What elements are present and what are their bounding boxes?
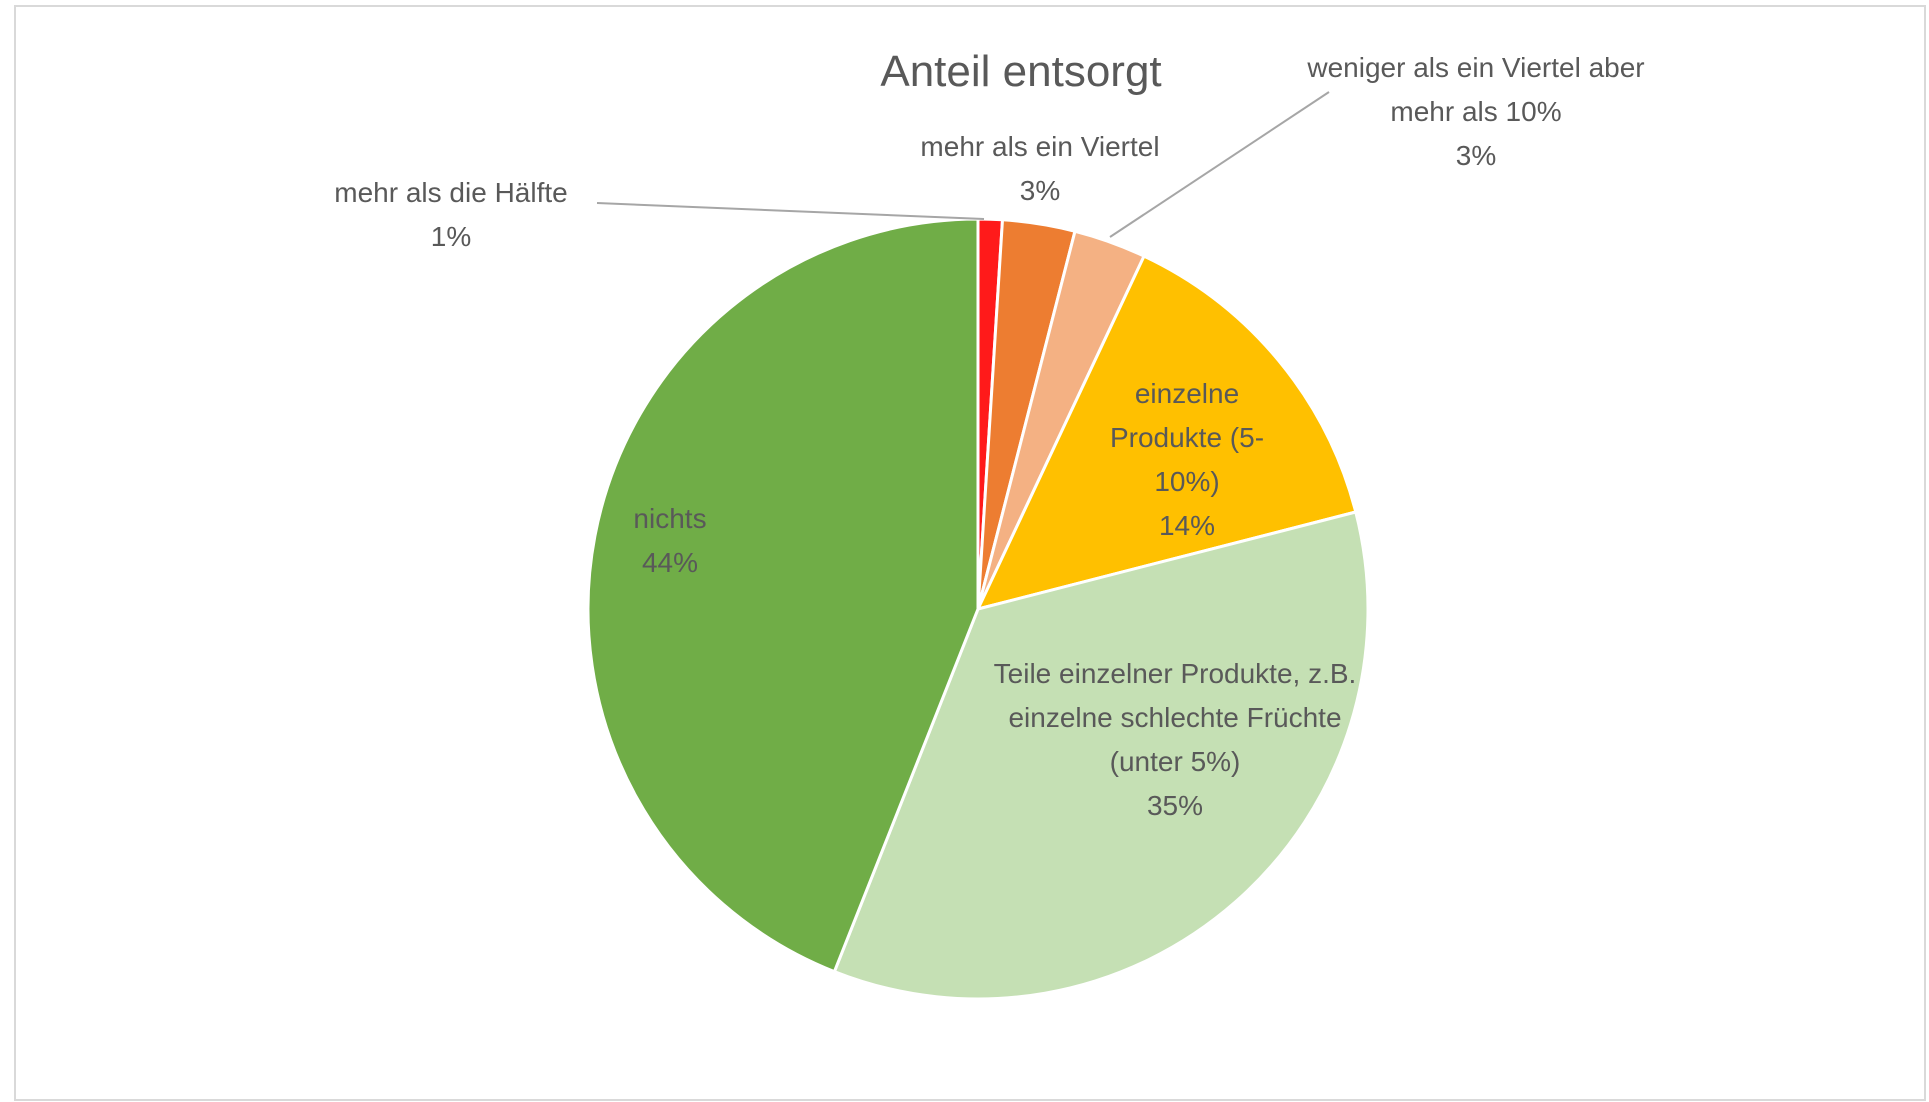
pie-slice [586, 217, 980, 974]
category-label: mehr als ein Viertel [920, 131, 1160, 162]
value-label: 14% [1158, 510, 1216, 541]
leader-line [596, 202, 985, 220]
value-label: 3% [1019, 175, 1061, 206]
data-label: Teile einzelner Produkte, z.B. einzelne … [985, 652, 1365, 828]
data-label: mehr als die Hälfte 1% [291, 171, 611, 259]
pie [586, 217, 1370, 1001]
data-label: mehr als ein Viertel 3% [880, 125, 1200, 213]
chart-border [14, 5, 1926, 1101]
data-label: weniger als ein Viertel aber mehr als 10… [1306, 46, 1646, 178]
value-label: 44% [641, 547, 699, 578]
value-label: 35% [1146, 790, 1204, 821]
category-label: nichts [633, 503, 707, 534]
data-label: nichts 44% [570, 497, 770, 585]
category-label: Teile einzelner Produkte, z.B. einzelne … [993, 658, 1357, 777]
category-label: einzelne Produkte (5-10%) [1109, 378, 1265, 497]
data-label: einzelne Produkte (5-10%) 14% [1087, 372, 1287, 548]
category-label: weniger als ein Viertel aber mehr als 10… [1307, 52, 1645, 127]
pie-slice [832, 510, 1370, 1001]
chart-title: Anteil entsorgt [880, 47, 1162, 96]
value-label: 1% [430, 221, 472, 252]
category-label: mehr als die Hälfte [334, 177, 568, 208]
value-label: 3% [1455, 140, 1497, 171]
leader-line [1109, 91, 1330, 238]
pie-slice [975, 254, 1358, 612]
